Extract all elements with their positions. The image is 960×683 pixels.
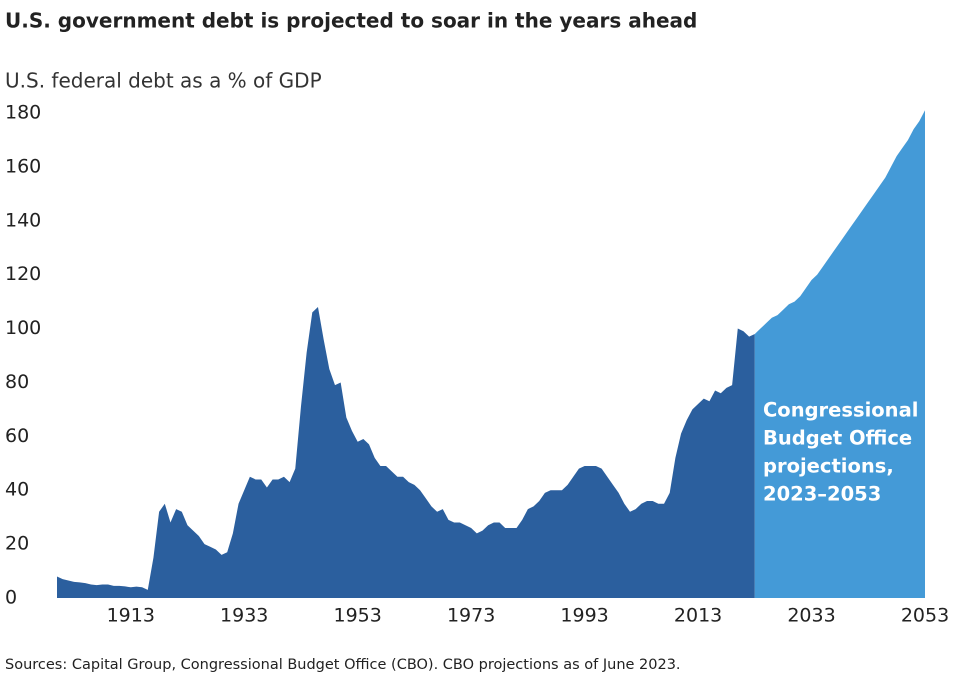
y-tick-label: 60 bbox=[5, 425, 29, 447]
debt-area bbox=[754, 110, 925, 599]
y-tick-label: 140 bbox=[5, 209, 41, 231]
x-tick-label: 1933 bbox=[220, 605, 268, 627]
x-tick-label: 1993 bbox=[560, 605, 608, 627]
x-tick-label: 2013 bbox=[674, 605, 722, 627]
y-tick-label: 120 bbox=[5, 263, 41, 285]
annotation: Congressional bbox=[763, 399, 918, 422]
y-tick-label: 20 bbox=[5, 533, 29, 555]
y-tick-label: 40 bbox=[5, 479, 29, 501]
annotation: projections, bbox=[763, 455, 894, 478]
x-tick-label: 2033 bbox=[787, 605, 835, 627]
x-tick-label: 1913 bbox=[107, 605, 155, 627]
x-tick-label: 1953 bbox=[334, 605, 382, 627]
debt-area bbox=[57, 307, 755, 598]
annotation: Budget Office bbox=[763, 427, 912, 450]
y-tick-label: 160 bbox=[5, 155, 41, 177]
chart-subtitle: U.S. federal debt as a % of GDP bbox=[5, 69, 322, 93]
x-tick-label: 2053 bbox=[901, 605, 949, 627]
y-tick-label: 180 bbox=[5, 102, 41, 124]
y-tick-label: 80 bbox=[5, 371, 29, 393]
y-tick-label: 0 bbox=[5, 587, 17, 609]
y-tick-label: 100 bbox=[5, 317, 41, 339]
chart-title: U.S. government debt is projected to soa… bbox=[5, 9, 697, 33]
source-note: Sources: Capital Group, Congressional Bu… bbox=[5, 657, 681, 673]
x-tick-label: 1973 bbox=[447, 605, 495, 627]
annotation: 2023–2053 bbox=[763, 483, 881, 506]
